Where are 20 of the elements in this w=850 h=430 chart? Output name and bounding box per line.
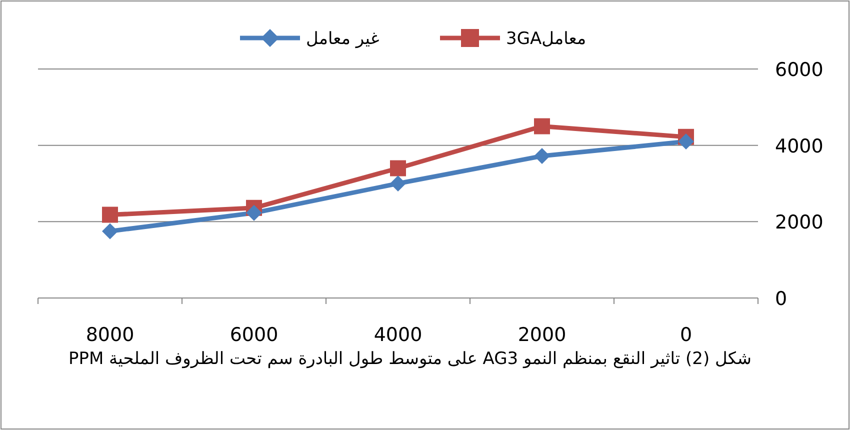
x-tick-label: 2000	[518, 324, 566, 346]
point	[390, 160, 406, 176]
y-tick-label: 4000	[775, 135, 824, 158]
point	[534, 148, 550, 164]
x-tick-label: 6000	[230, 324, 278, 346]
point	[102, 223, 118, 240]
x-tick-label: 4000	[374, 324, 422, 346]
x-tick-label: 8000	[86, 324, 134, 346]
point	[678, 134, 694, 150]
point	[390, 176, 406, 192]
x-tick-label: 0	[680, 324, 692, 346]
x-axis-title: شكل (2) تاثير النقع بمنظم النمو AG3 على متوسط طول البادرة سم تحت الظروف الملحية PPM	[67, 348, 753, 371]
point	[534, 118, 550, 134]
legend-label: معامل3GA	[506, 29, 586, 49]
legend-label: غير معامل	[306, 29, 380, 49]
y-tick-label: 2000	[775, 212, 824, 234]
point	[102, 206, 118, 223]
point	[246, 204, 262, 221]
y-tick-label: 0	[775, 288, 788, 310]
y-tick-label: 6000	[775, 59, 824, 81]
